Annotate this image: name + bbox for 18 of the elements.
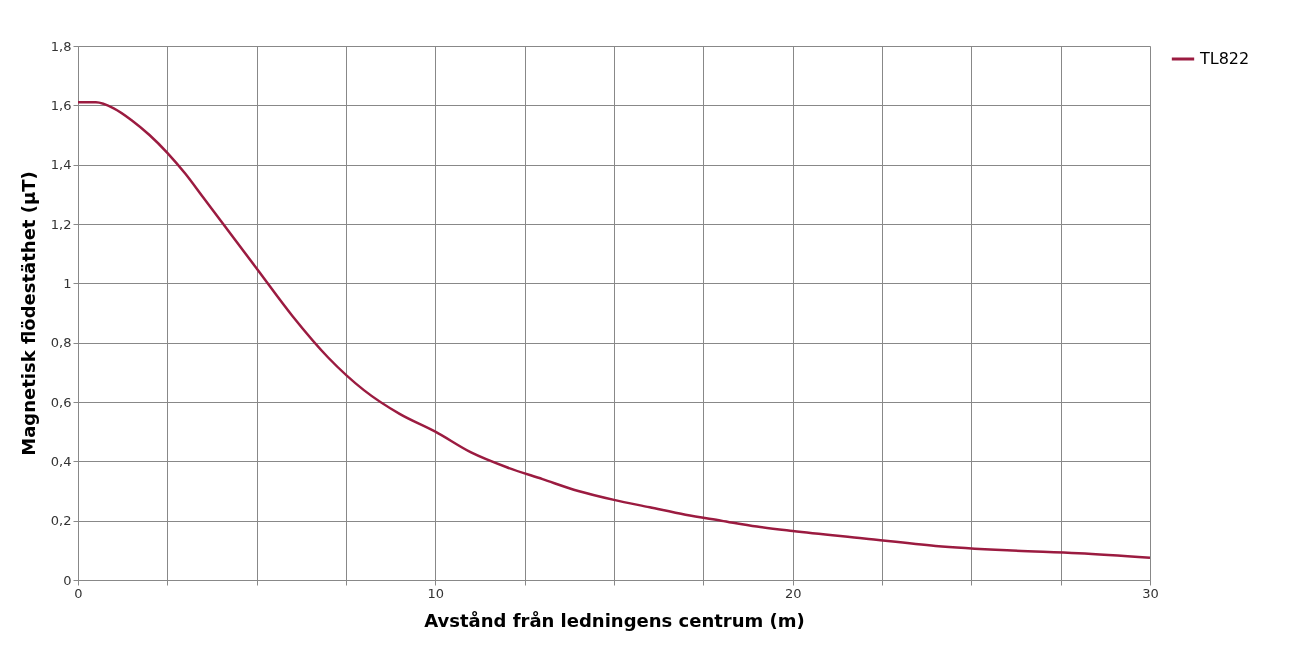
x-tick-label: 0 <box>74 585 83 601</box>
y-tick-label: 1,6 <box>50 97 72 113</box>
x-tick-label: 10 <box>427 585 445 601</box>
y-tick-label: 1,4 <box>50 157 72 173</box>
line-series <box>76 101 1152 559</box>
legend-label: TL822 <box>1199 49 1250 68</box>
y-tick-label: 1,8 <box>50 38 72 54</box>
x-tick-label: 20 <box>784 585 802 601</box>
y-axis-title: Magnetisk flödestäthet (µT) <box>17 171 39 456</box>
y-tick-label: 0 <box>63 572 72 588</box>
y-tick-label: 1 <box>63 275 72 291</box>
x-tick-label: 30 <box>1142 585 1159 601</box>
y-tick-label: 0,4 <box>50 453 72 469</box>
y-tick-label: 1,2 <box>50 216 72 232</box>
x-axis-title: Avstånd från ledningens centrum (m) <box>424 609 805 631</box>
y-tick-label: 0,6 <box>50 394 72 410</box>
y-tick-label: 0,2 <box>50 513 72 529</box>
y-tick-label: 0,8 <box>50 335 72 351</box>
